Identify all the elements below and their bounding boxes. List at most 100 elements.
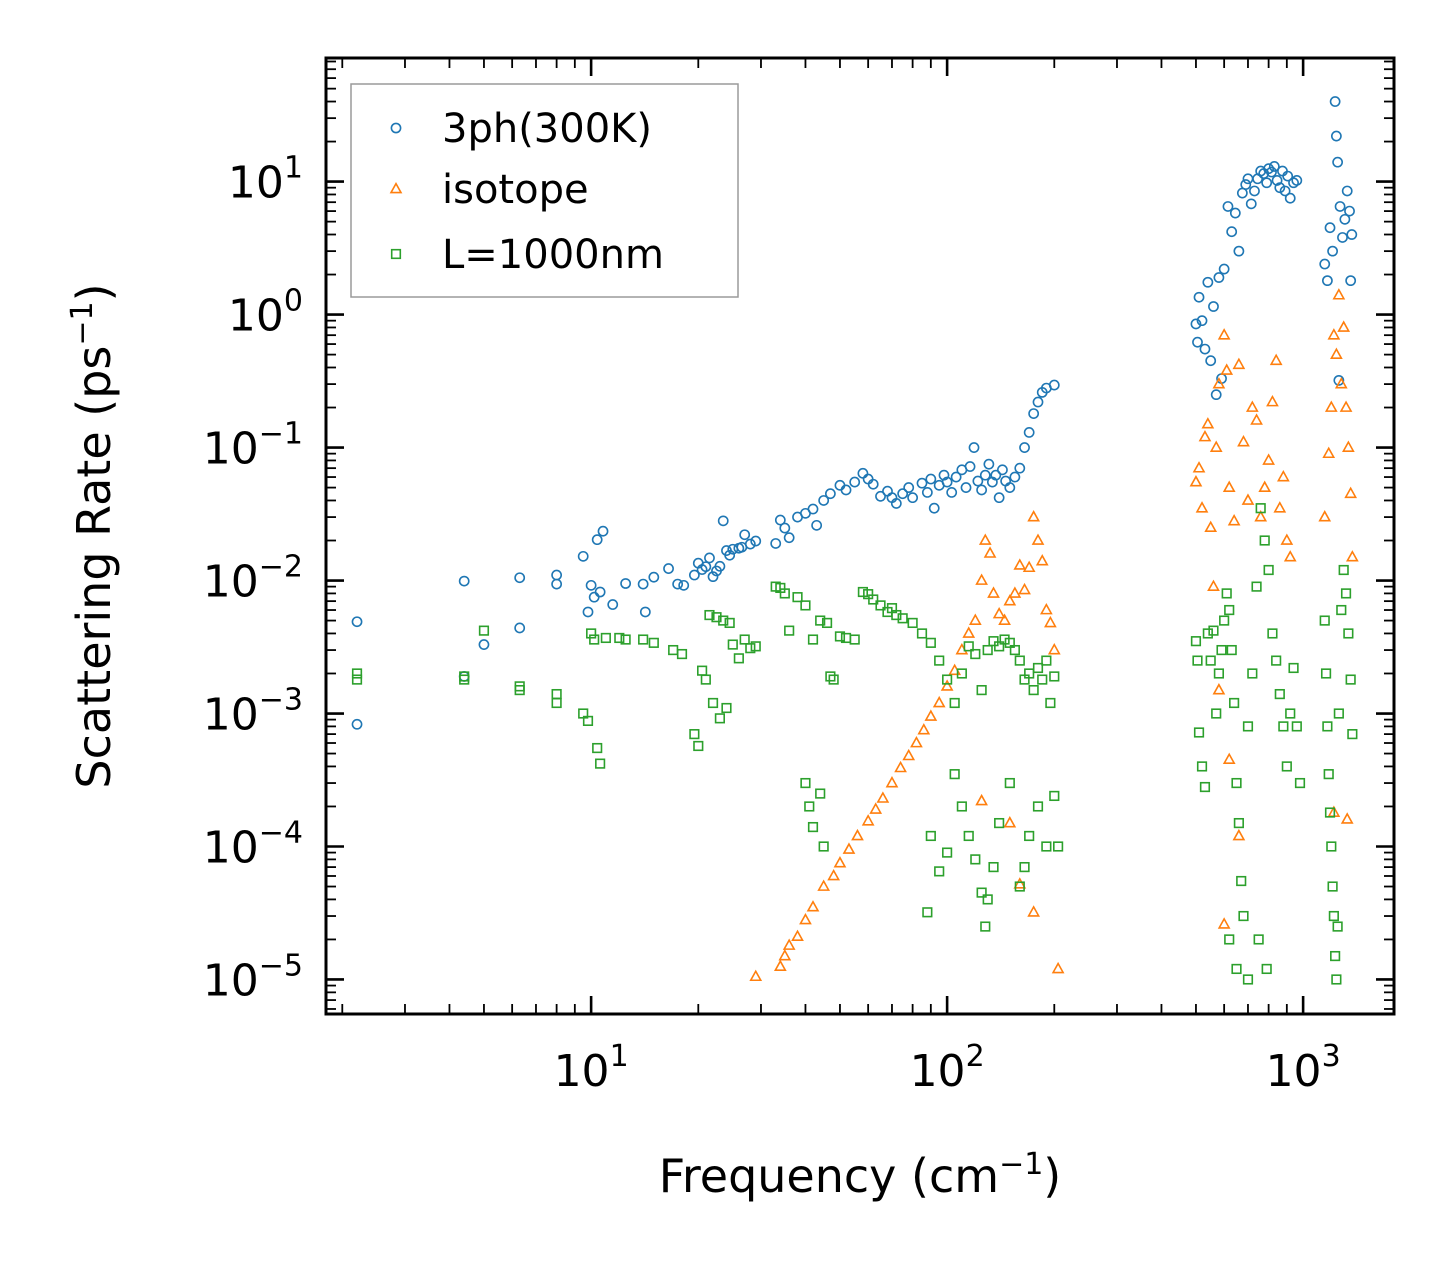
- data-point: [916, 628, 928, 639]
- data-point: [700, 674, 711, 685]
- data-point: [963, 641, 974, 652]
- data-point: [1190, 636, 1202, 647]
- data-point: [1192, 655, 1203, 666]
- data-point: [1031, 533, 1045, 545]
- data-point: [1291, 175, 1303, 186]
- data-point: [1271, 175, 1283, 186]
- data-point: [1324, 222, 1336, 234]
- data-point: [983, 546, 997, 558]
- data-point: [968, 613, 982, 625]
- data-point: [1242, 721, 1254, 732]
- data-point: [724, 617, 735, 629]
- data-point: [1321, 275, 1333, 287]
- data-point: [672, 578, 684, 590]
- legend: 3ph(300K) isotope L=1000nm: [350, 83, 739, 298]
- data-point: [834, 631, 846, 642]
- legend-label-isotope: isotope: [442, 167, 589, 213]
- data-point: [778, 949, 792, 961]
- data-point: [1204, 520, 1218, 533]
- x-axis-label-exponent: −1: [999, 1147, 1043, 1182]
- y-tick-label: 10−5: [203, 948, 303, 1006]
- data-point: [941, 476, 953, 488]
- data-point: [1334, 201, 1346, 212]
- data-point: [1035, 554, 1049, 566]
- data-point: [799, 912, 812, 925]
- data-point: [976, 887, 987, 898]
- data-point: [727, 639, 738, 650]
- data-point: [1284, 192, 1296, 204]
- data-point: [582, 606, 594, 618]
- data-point: [1189, 475, 1203, 487]
- data-point: [791, 929, 804, 942]
- data-point: [885, 775, 899, 788]
- data-point: [1280, 533, 1294, 545]
- data-point: [828, 674, 839, 685]
- data-point: [1032, 801, 1044, 812]
- data-point: [998, 613, 1011, 625]
- data-point: [1338, 564, 1349, 576]
- data-point: [784, 625, 795, 636]
- data-point: [976, 484, 988, 496]
- data-point: [1209, 440, 1223, 452]
- data-point: [1190, 318, 1202, 330]
- data-point: [1226, 644, 1237, 656]
- data-point: [1014, 881, 1025, 892]
- data-point: [717, 515, 729, 527]
- data-point: [1283, 550, 1297, 562]
- data-point: [1266, 166, 1277, 178]
- data-point: [922, 907, 933, 918]
- data-point: [910, 735, 923, 748]
- axis-ticks: [326, 58, 1394, 1014]
- data-point: [857, 586, 869, 598]
- data-point: [925, 830, 936, 842]
- data-point: [1294, 777, 1306, 789]
- data-point: [978, 533, 992, 545]
- data-point: [1250, 413, 1263, 425]
- data-point: [351, 616, 363, 628]
- data-point: [648, 571, 660, 583]
- data-point: [1037, 674, 1048, 685]
- data-point: [1247, 668, 1258, 679]
- data-point: [818, 841, 829, 852]
- data-point: [1285, 708, 1296, 719]
- data-point: [1342, 440, 1355, 452]
- data-point: [1327, 245, 1338, 257]
- data-point: [458, 575, 470, 587]
- data-point: [824, 488, 836, 500]
- data-point: [1274, 182, 1286, 194]
- data-point: [704, 609, 715, 621]
- data-point: [1205, 355, 1217, 367]
- data-point: [514, 572, 526, 584]
- data-point: [1231, 777, 1242, 789]
- data-point: [842, 842, 856, 854]
- data-point: [1022, 560, 1036, 573]
- data-point: [827, 868, 841, 881]
- data-point: [1288, 177, 1299, 189]
- data-point: [1032, 662, 1044, 674]
- data-point: [946, 487, 958, 498]
- data-point: [1051, 961, 1065, 974]
- data-point: [804, 801, 815, 812]
- data-point: [595, 758, 606, 769]
- data-point: [1341, 185, 1353, 197]
- data-point: [1346, 229, 1358, 240]
- data-point: [979, 469, 991, 481]
- legend-marker-2: [390, 248, 402, 260]
- y-tick-label: 101: [228, 151, 303, 209]
- data-point: [779, 588, 790, 599]
- data-point: [1199, 343, 1211, 355]
- data-point: [1262, 453, 1275, 465]
- data-point: [806, 900, 820, 912]
- data-point: [925, 473, 937, 485]
- data-point: [949, 769, 960, 780]
- data-point: [744, 538, 756, 550]
- data-point: [1048, 379, 1060, 391]
- data-point: [968, 442, 980, 453]
- data-point: [997, 464, 1008, 476]
- data-point: [1324, 400, 1338, 412]
- data-point: [551, 697, 562, 709]
- data-point: [774, 514, 786, 526]
- data-point: [1318, 510, 1332, 522]
- data-point: [582, 715, 594, 726]
- data-point: [1229, 697, 1240, 709]
